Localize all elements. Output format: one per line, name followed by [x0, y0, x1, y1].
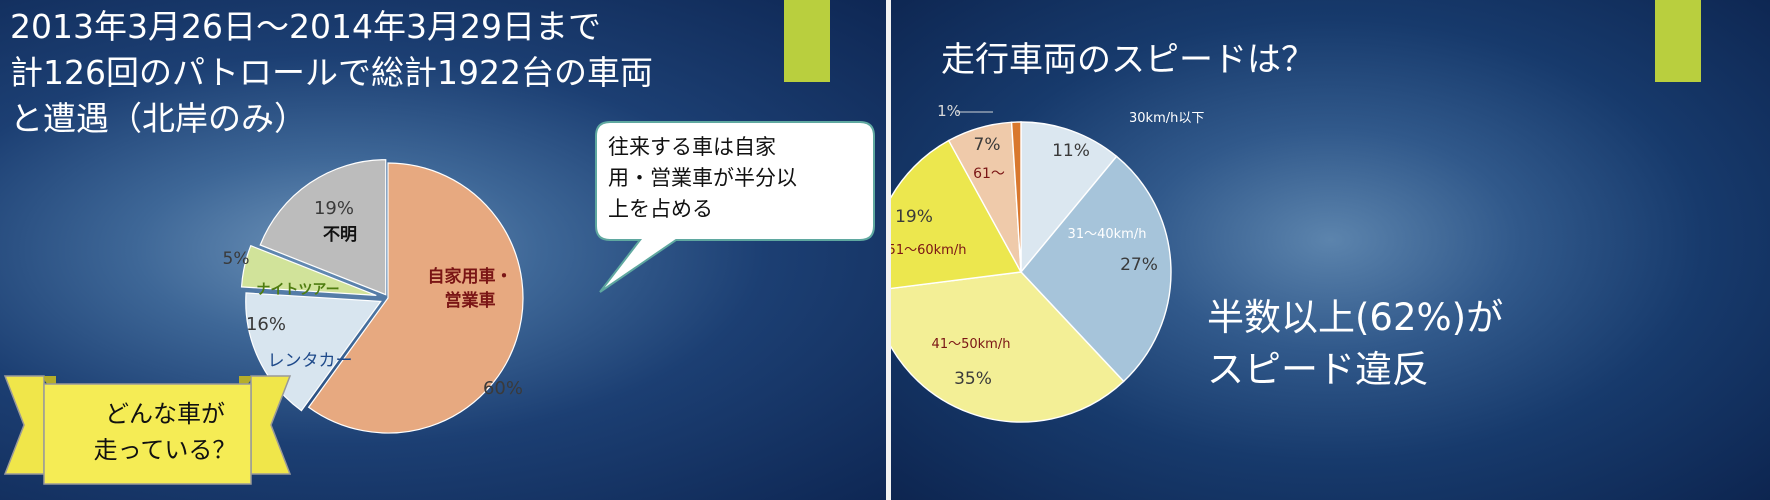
speed-slice-value-3: 35%: [954, 369, 992, 389]
ribbon-left-tail: [3, 375, 45, 475]
accent-bar: [784, 0, 830, 82]
callout-bubble-shape: [595, 121, 875, 293]
speed-slice-label-4: 51〜60km/h: [891, 243, 966, 258]
speed-slice-label-1: 30km/h以下: [1129, 111, 1204, 126]
speeding-claim: 半数以上(62%)が スピード違反: [1207, 292, 1503, 396]
pie-slice-4: [259, 159, 387, 296]
pie-slice-1: [307, 162, 524, 434]
pie-slice-label-4: 不明: [323, 225, 357, 245]
left-title-line-3: と遭遇（北岸のみ）: [10, 99, 307, 138]
slide-divider: [886, 0, 891, 500]
speed-slice-4: [891, 139, 1023, 290]
claim-line-2: スピード違反: [1207, 348, 1429, 391]
pie-slice-label-1-a: 自家用車・: [428, 266, 513, 287]
callout-line-2: 用・営業車が半分以: [608, 166, 797, 190]
speed-slice-6: [1010, 121, 1022, 273]
callout-text: 往来する車は自家 用・営業車が半分以 上を占める: [608, 132, 876, 225]
speed-slice-label-5: 61〜: [973, 166, 1005, 182]
claim-line-1: 半数以上(62%)が: [1207, 296, 1504, 339]
pie-slice-value-2: 16%: [246, 314, 286, 335]
pie-slice-3: [240, 244, 377, 296]
speed-slice-value-6: 1%: [937, 102, 961, 120]
pie-slice-label-3: ナイトツアー: [256, 282, 339, 298]
speed-slice-value-5: 7%: [974, 135, 1001, 155]
banner-text: どんな車が 走っている？: [60, 396, 270, 468]
left-title-line-1: 2013年3月26日〜2014年3月29日まで: [10, 7, 601, 46]
pie-slice-value-1: 60%: [483, 378, 523, 399]
pie-slice-value-3: 5%: [223, 249, 250, 269]
ribbon-banner: [3, 375, 292, 485]
banner-line-2: 走っている？: [93, 436, 237, 464]
speed-pie-chart: 30km/h以下 11% 31〜40km/h 27% 41〜50km/h 35% 51〜60…: [891, 102, 1204, 423]
ribbon-center: [43, 383, 252, 485]
left-title: 2013年3月26日〜2014年3月29日まで 計126回のパトロールで総計19…: [10, 4, 653, 142]
speed-slice-label-3: 41〜50km/h: [932, 337, 1011, 352]
banner-line-1: どんな車が: [105, 400, 225, 428]
accent-bar: [1655, 0, 1701, 82]
right-slide: 走行車両のスピードは？ 30km/h以下 11% 31〜40km/h 27% 41〜50…: [891, 0, 1770, 500]
left-title-line-2: 計126回のパトロールで総計1922台の車両: [10, 53, 653, 92]
right-title: 走行車両のスピードは？: [941, 40, 1315, 80]
vehicle-type-pie-chart: 自家用車・営業車 60% レンタカー 16% ナイトツアー 5% 不明 19%: [223, 159, 524, 434]
speed-slice-value-2: 27%: [1120, 255, 1158, 275]
speed-slice-1: [1020, 121, 1118, 274]
left-slide: 2013年3月26日〜2014年3月29日まで 計126回のパトロールで総計19…: [0, 0, 886, 500]
callout-bubble: [595, 121, 875, 293]
speed-slice-3: [891, 271, 1125, 423]
speed-slice-value-4: 19%: [895, 207, 933, 227]
speed-slice-2: [1020, 155, 1172, 383]
pie-slice-label-2: レンタカー: [268, 351, 353, 371]
callout-line-3: 上を占める: [608, 197, 713, 221]
speed-slice-label-2: 31〜40km/h: [1068, 227, 1147, 242]
pie-slice-value-4: 19%: [314, 198, 354, 219]
pie-slice-label-1-b: 営業車: [445, 290, 496, 311]
callout-line-1: 往来する車は自家: [608, 135, 776, 159]
ribbon-right-tail: [250, 375, 292, 475]
speed-slice-value-1: 11%: [1052, 141, 1090, 161]
